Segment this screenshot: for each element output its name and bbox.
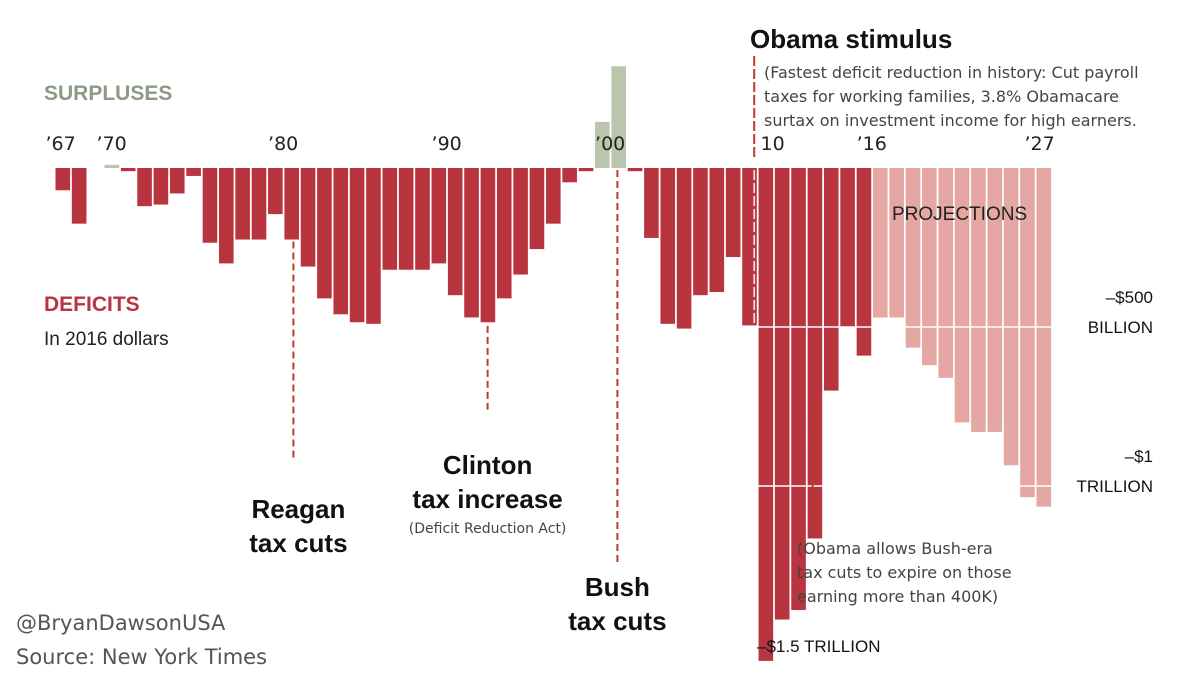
- deficit-bar-2012: [791, 168, 806, 611]
- scale-label-1000-unit: TRILLION: [1076, 477, 1153, 496]
- scale-label-1000-value: –$1: [1125, 447, 1153, 466]
- deficit-bar-2003: [644, 168, 659, 238]
- deficit-bar-2005: [676, 168, 692, 329]
- deficit-bar-1982: [300, 168, 316, 267]
- deficit-bar-1986: [366, 168, 381, 324]
- clinton-annotation-title-1: Clinton: [443, 450, 533, 480]
- reagan-annotation-title-2: tax cuts: [249, 528, 347, 558]
- expiration-annotation-note-1: (Obama allows Bush-era: [797, 539, 993, 558]
- projection-bar-2024: [987, 168, 1003, 432]
- deficit-bar-1974: [169, 168, 185, 194]
- deficit-bar-1973: [153, 168, 169, 205]
- projection-bar-2027: [1036, 168, 1052, 507]
- x-tick-2027: ’27: [1025, 133, 1055, 155]
- projection-bar-2017: [873, 168, 888, 318]
- x-tick-1980: ’80: [268, 133, 298, 155]
- stimulus-annotation-title-1: Obama stimulus: [750, 24, 952, 54]
- deficit-bar-2016: [856, 168, 872, 356]
- stimulus-annotation-note-1: (Fastest deficit reduction in history: C…: [764, 63, 1139, 82]
- x-tick-2010: 10: [761, 133, 785, 155]
- deficit-bar-2013: [807, 168, 823, 539]
- deficit-bar-1988: [398, 168, 414, 270]
- deficit-bar-1983: [317, 168, 332, 299]
- projection-bar-2018: [889, 168, 904, 318]
- deficit-bar-1979: [251, 168, 267, 240]
- scale-label-1500: –$1.5 TRILLION: [757, 637, 880, 656]
- deficit-bar-1984: [333, 168, 349, 315]
- units-subtitle: In 2016 dollars: [44, 329, 169, 350]
- surpluses-label: SURPLUSES: [44, 82, 172, 105]
- projection-bar-2021: [938, 168, 953, 378]
- scale-label-500-unit: BILLION: [1088, 318, 1153, 337]
- projections-label: PROJECTIONS: [892, 204, 1027, 225]
- deficit-bar-1977: [219, 168, 234, 264]
- expiration-annotation-note-2: tax cuts to expire on those: [797, 563, 1012, 582]
- deficit-bar-2006: [693, 168, 708, 296]
- deficit-bar-2011: [774, 168, 790, 620]
- deficit-bar-1992: [464, 168, 479, 318]
- projection-bar-2023: [971, 168, 986, 432]
- x-tick-2016: ’16: [857, 133, 887, 155]
- x-tick-labels: ’67 ’70 ’80 ’90 ’00 10 ’16 ’27: [46, 133, 1055, 155]
- deficit-bar-1985: [349, 168, 365, 323]
- scale-gridlines: [720, 326, 1052, 487]
- deficit-bar-2015: [840, 168, 855, 327]
- x-tick-1967: ’67: [46, 133, 76, 155]
- clinton-annotation-title-2: tax increase: [412, 484, 562, 514]
- projection-bar-2019: [905, 168, 921, 348]
- stimulus-annotation-note-3: surtax on investment income for high ear…: [764, 111, 1137, 130]
- deficit-bar-1990: [431, 168, 447, 264]
- bush-annotation-title-2: tax cuts: [568, 606, 666, 636]
- deficit-bar-1968: [71, 168, 87, 224]
- deficit-bar-2010: [758, 168, 774, 661]
- deficit-bar-1998: [562, 168, 577, 183]
- deficit-bar-1967: [55, 168, 71, 191]
- deficit-bar-1994: [496, 168, 512, 299]
- deficit-bar-1975: [186, 168, 201, 176]
- bars-group: [55, 66, 1052, 661]
- deficit-bar-1993: [480, 168, 496, 323]
- deficit-bar-2004: [660, 168, 676, 324]
- deficit-bar-1989: [415, 168, 430, 270]
- deficit-bar-1971: [120, 168, 136, 172]
- deficit-bar-1972: [137, 168, 152, 207]
- deficit-bar-1978: [235, 168, 250, 240]
- x-tick-2000: ’00: [595, 133, 625, 155]
- deficit-bar-1981: [284, 168, 299, 240]
- scale-labels: –$500 BILLION –$1 TRILLION –$1.5 TRILLION: [757, 288, 1153, 656]
- scale-label-500-value: –$500: [1106, 288, 1153, 307]
- deficit-bar-1980: [268, 168, 283, 215]
- deficit-bar-1976: [202, 168, 218, 243]
- surplus-bar-1970: [104, 164, 120, 168]
- clinton-annotation-note-1: (Deficit Reduction Act): [409, 521, 567, 537]
- annotations-group: Reagan tax cuts Clinton tax increase (Defici…: [249, 24, 1139, 648]
- deficit-bar-2014: [823, 168, 839, 391]
- deficit-bar-1991: [447, 168, 463, 296]
- x-tick-1990: ’90: [432, 133, 462, 155]
- x-tick-1970: ’70: [97, 133, 127, 155]
- reagan-annotation-title-1: Reagan: [251, 494, 345, 524]
- surplus-bar-2001: [611, 66, 626, 168]
- deficit-bar-2009: [742, 168, 757, 326]
- source-credit: Source: New York Times: [16, 645, 267, 669]
- deficit-bar-1995: [513, 168, 528, 275]
- bush-annotation-title-1: Bush: [585, 572, 650, 602]
- projection-bar-2025: [1003, 168, 1019, 466]
- deficit-bar-1996: [529, 168, 545, 250]
- stimulus-annotation-note-2: taxes for working families, 3.8% Obamaca…: [764, 87, 1119, 106]
- twitter-handle: @BryanDawsonUSA: [16, 611, 226, 635]
- projection-bar-2026: [1020, 168, 1035, 498]
- deficit-bar-1999: [578, 168, 594, 172]
- deficit-bar-2008: [725, 168, 741, 258]
- expiration-annotation-note-3: earning more than 400K): [797, 587, 998, 606]
- deficit-bar-1997: [546, 168, 561, 224]
- deficits-label: DEFICITS: [44, 293, 140, 316]
- deficit-bar-2002: [627, 168, 643, 172]
- projection-bar-2022: [954, 168, 970, 423]
- deficit-bar-1987: [382, 168, 398, 270]
- surplus-bar-2000: [595, 121, 610, 168]
- deficit-bar-2007: [709, 168, 725, 293]
- projection-bar-2020: [922, 168, 937, 366]
